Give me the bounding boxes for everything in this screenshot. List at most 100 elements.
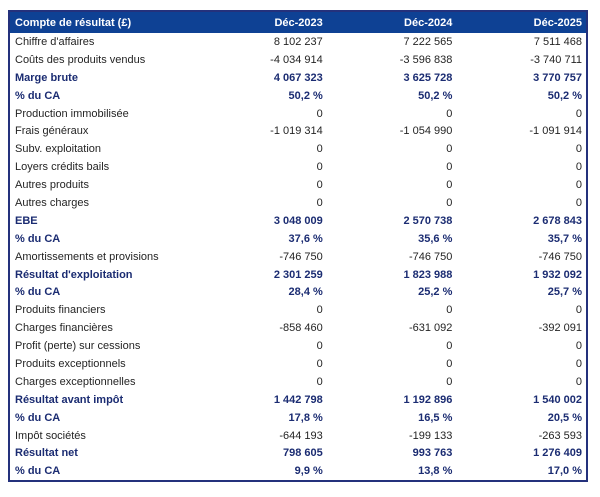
row-value: 0 <box>456 140 586 159</box>
table-body: Chiffre d'affaires 8 102 237 7 222 565 7 51… <box>10 33 586 481</box>
row-label: Marge brute <box>10 68 198 87</box>
row-value: 35,7 % <box>456 229 586 248</box>
row-value: 0 <box>197 301 327 320</box>
row-value: 0 <box>456 355 586 373</box>
row-value: 0 <box>197 337 327 356</box>
table-row: Résultat d'exploitation 2 301 259 1 823 98… <box>10 265 586 284</box>
row-value: 50,2 % <box>456 86 586 105</box>
row-value: -746 750 <box>326 247 457 266</box>
row-value: -4 034 914 <box>197 50 327 69</box>
table-row: Produits exceptionnels 0 0 0 <box>10 355 586 373</box>
row-value: 0 <box>326 176 457 195</box>
row-label: Coûts des produits vendus <box>10 50 198 69</box>
row-value: -1 019 314 <box>197 122 327 141</box>
table-row: Résultat avant impôt 1 442 798 1 192 896 1 … <box>10 390 586 409</box>
table-row: % du CA 17,8 % 16,5 % 20,5 % <box>10 408 586 427</box>
table-row: Frais généraux -1 019 314 -1 054 990 -1 091… <box>10 122 586 141</box>
table-row: Production immobilisée 0 0 0 <box>10 104 586 123</box>
row-value: 0 <box>456 372 586 391</box>
row-value: 0 <box>456 301 586 320</box>
row-label: Charges exceptionnelles <box>10 372 198 391</box>
table-row: Amortissements et provisions -746 750 -746… <box>10 247 586 266</box>
row-value: 0 <box>326 194 457 212</box>
table-row: % du CA 50,2 % 50,2 % 50,2 % <box>10 86 586 105</box>
row-value: 0 <box>456 176 586 195</box>
row-value: 28,4 % <box>197 283 327 302</box>
row-value: -263 593 <box>456 426 586 445</box>
row-value: 8 102 237 <box>197 33 327 51</box>
row-value: 0 <box>456 337 586 356</box>
header-col-dec-2024: Déc-2024 <box>326 12 457 33</box>
table-row: Subv. exploitation 0 0 0 <box>10 140 586 159</box>
row-value: 17,0 % <box>456 462 586 481</box>
row-value: 37,6 % <box>197 229 327 248</box>
row-label: % du CA <box>10 229 198 248</box>
table-row: Charges financières -858 460 -631 092 -392 … <box>10 319 586 338</box>
income-statement: Compte de résultat (£) Déc-2023 Déc-2024… <box>10 12 586 481</box>
row-label: Profit (perte) sur cessions <box>10 337 198 356</box>
row-value: -631 092 <box>326 319 457 338</box>
row-label: Résultat avant impôt <box>10 390 198 409</box>
row-value: 0 <box>326 372 457 391</box>
row-value: 0 <box>197 372 327 391</box>
row-value: 798 605 <box>197 444 327 463</box>
table-row: Impôt sociétés -644 193 -199 133 -263 593 <box>10 426 586 445</box>
row-value: 1 540 002 <box>456 390 586 409</box>
row-value: 993 763 <box>326 444 457 463</box>
row-label: Chiffre d'affaires <box>10 33 198 51</box>
row-value: 0 <box>197 104 327 123</box>
row-value: 0 <box>456 194 586 212</box>
row-value: 0 <box>197 140 327 159</box>
row-value: 3 625 728 <box>326 68 457 87</box>
row-value: -392 091 <box>456 319 586 338</box>
table-row: Résultat net 798 605 993 763 1 276 409 <box>10 444 586 463</box>
row-value: 1 192 896 <box>326 390 457 409</box>
row-value: -644 193 <box>197 426 327 445</box>
table-row: Charges exceptionnelles 0 0 0 <box>10 372 586 391</box>
row-value: 13,8 % <box>326 462 457 481</box>
row-label: Amortissements et provisions <box>10 247 198 266</box>
row-value: 0 <box>326 158 457 177</box>
row-value: 0 <box>326 355 457 373</box>
row-label: Autres charges <box>10 194 198 212</box>
row-value: -3 596 838 <box>326 50 457 69</box>
row-value: 3 048 009 <box>197 211 327 230</box>
row-value: -1 054 990 <box>326 122 457 141</box>
row-value: 0 <box>456 158 586 177</box>
row-value: 50,2 % <box>197 86 327 105</box>
table-row: EBE 3 048 009 2 570 738 2 678 843 <box>10 211 586 230</box>
row-value: 0 <box>197 194 327 212</box>
row-value: 17,8 % <box>197 408 327 427</box>
row-value: -199 133 <box>326 426 457 445</box>
table-row: % du CA 28,4 % 25,2 % 25,7 % <box>10 283 586 302</box>
row-label: Autres produits <box>10 176 198 195</box>
row-value: 9,9 % <box>197 462 327 481</box>
row-label: Subv. exploitation <box>10 140 198 159</box>
table-row: Profit (perte) sur cessions 0 0 0 <box>10 337 586 356</box>
row-value: -3 740 711 <box>456 50 586 69</box>
row-value: 0 <box>326 301 457 320</box>
row-value: 7 222 565 <box>326 33 457 51</box>
row-value: 0 <box>197 158 327 177</box>
row-value: 20,5 % <box>456 408 586 427</box>
row-label: % du CA <box>10 86 198 105</box>
header-col-dec-2025: Déc-2025 <box>456 12 586 33</box>
row-value: 7 511 468 <box>456 33 586 51</box>
row-value: -1 091 914 <box>456 122 586 141</box>
table-row: Produits financiers 0 0 0 <box>10 301 586 320</box>
row-label: Frais généraux <box>10 122 198 141</box>
row-value: 0 <box>197 176 327 195</box>
row-value: 3 770 757 <box>456 68 586 87</box>
income-statement-table: Compte de résultat (£) Déc-2023 Déc-2024… <box>8 10 588 483</box>
table-header: Compte de résultat (£) Déc-2023 Déc-2024… <box>10 12 586 33</box>
header-row: Compte de résultat (£) Déc-2023 Déc-2024… <box>10 12 586 33</box>
row-label: Produits financiers <box>10 301 198 320</box>
row-value: 25,2 % <box>326 283 457 302</box>
row-label: % du CA <box>10 283 198 302</box>
row-value: 0 <box>326 104 457 123</box>
row-label: EBE <box>10 211 198 230</box>
table-row: Autres charges 0 0 0 <box>10 194 586 212</box>
row-value: 1 276 409 <box>456 444 586 463</box>
row-label: Résultat net <box>10 444 198 463</box>
row-label: Production immobilisée <box>10 104 198 123</box>
